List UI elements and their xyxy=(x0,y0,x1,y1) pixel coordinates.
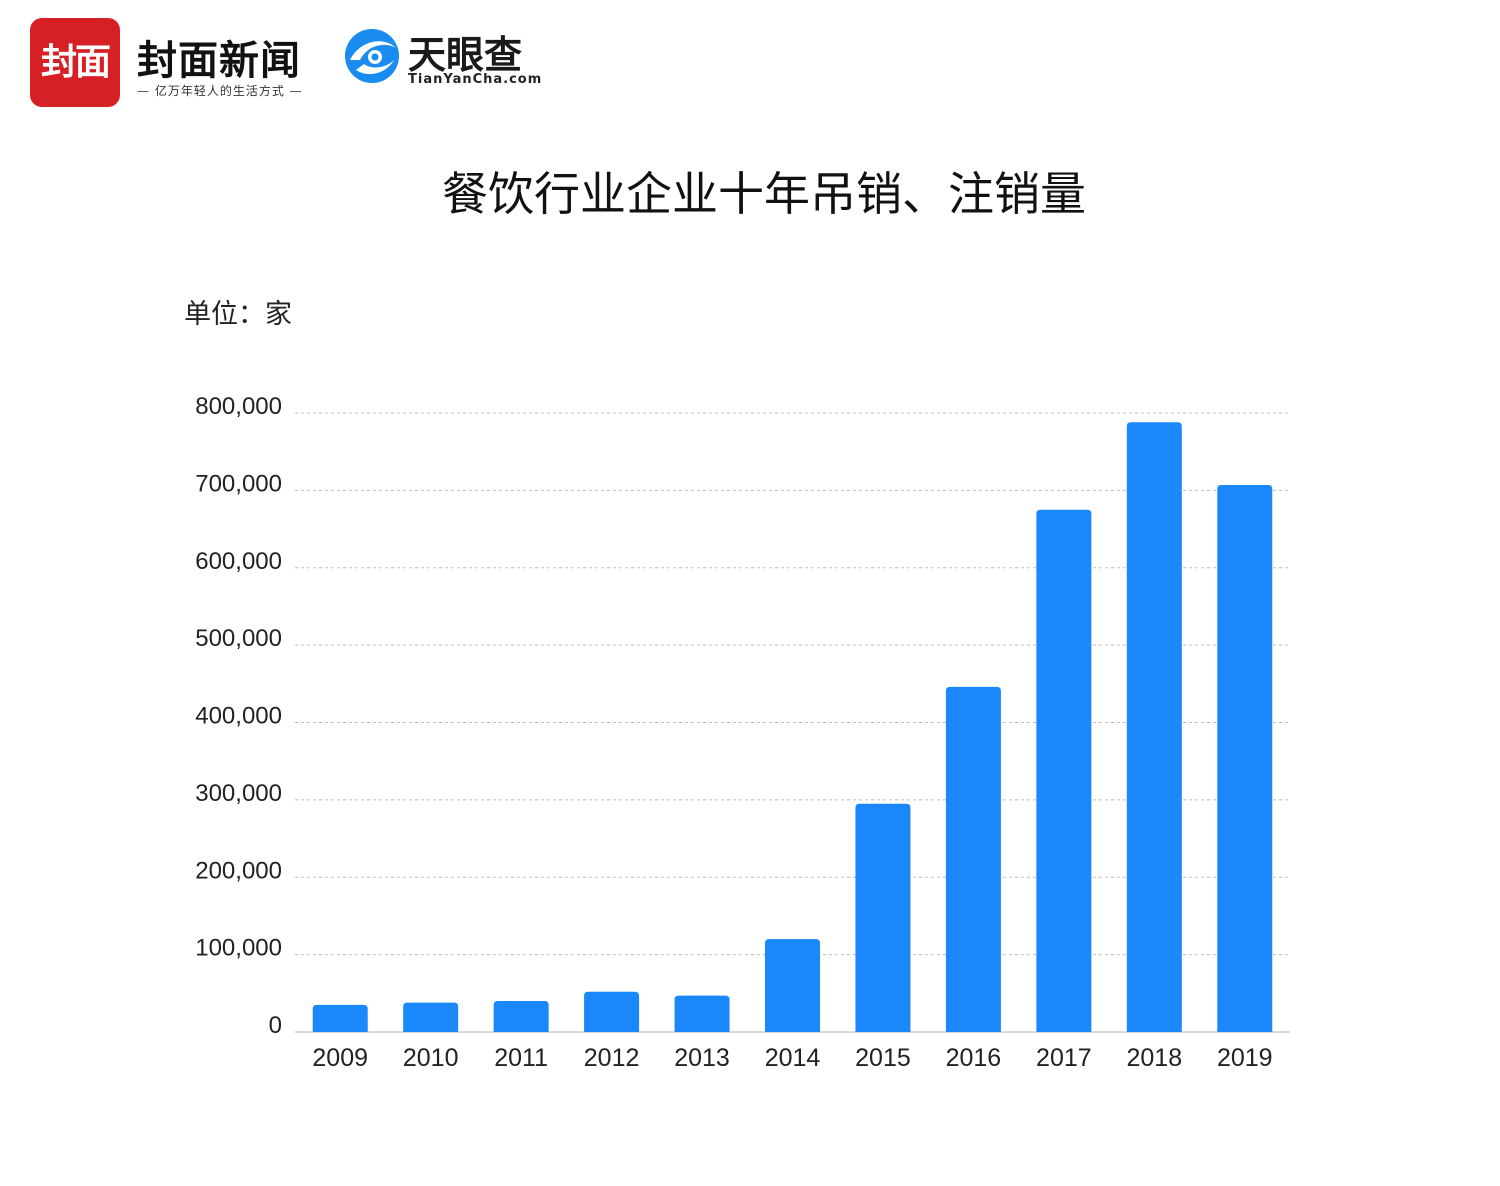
unit-label: 单位：家 xyxy=(184,299,292,330)
tianyancha-eye-icon xyxy=(345,29,399,83)
bar-2010 xyxy=(403,1002,459,1032)
bar-2009 xyxy=(312,1004,368,1032)
bar-2012 xyxy=(584,991,640,1032)
y-tick-label: 100,000 xyxy=(195,935,282,962)
bar-2017 xyxy=(1036,509,1092,1032)
y-tick-label: 700,000 xyxy=(195,470,282,497)
x-tick-label: 2017 xyxy=(1036,1044,1092,1072)
x-tick-label: 2016 xyxy=(946,1044,1002,1072)
bar-2019 xyxy=(1217,484,1273,1032)
x-tick-label: 2018 xyxy=(1127,1044,1183,1072)
bar-2016 xyxy=(945,686,1001,1032)
y-tick-label: 200,000 xyxy=(195,857,282,884)
fengmian-slogan: — 亿万年轻人的生活方式 — xyxy=(137,84,303,98)
bar-2013 xyxy=(674,995,730,1032)
y-tick-label: 800,000 xyxy=(195,393,282,420)
x-tick-label: 2010 xyxy=(403,1044,459,1072)
y-tick-label: 500,000 xyxy=(195,625,282,652)
x-tick-label: 2013 xyxy=(674,1044,730,1072)
header: 封面 封面新闻 — 亿万年轻人的生活方式 — 天眼查 TianYanCha.co… xyxy=(30,18,630,108)
y-tick-label: 600,000 xyxy=(195,548,282,575)
x-tick-label: 2012 xyxy=(584,1044,640,1072)
y-tick-label: 400,000 xyxy=(195,703,282,730)
tianyancha-name: 天眼查 xyxy=(408,33,523,77)
fengmian-logo: 封面 xyxy=(30,18,120,107)
x-tick-label: 2014 xyxy=(765,1044,821,1072)
bar-2011 xyxy=(493,1001,549,1032)
x-tick-label: 2009 xyxy=(312,1044,368,1072)
bar-2018 xyxy=(1126,422,1182,1032)
bar-2014 xyxy=(765,939,820,1032)
x-tick-label: 2011 xyxy=(494,1044,548,1072)
fengmian-name: 封面新闻 xyxy=(137,37,301,84)
y-tick-label: 0 xyxy=(269,1012,282,1039)
bar-2015 xyxy=(855,803,911,1032)
tianyancha-domain: TianYanCha.com xyxy=(408,72,543,87)
chart-title: 餐饮行业企业十年吊销、注销量 xyxy=(442,167,1086,221)
x-tick-label: 2019 xyxy=(1217,1044,1273,1072)
y-tick-label: 300,000 xyxy=(195,780,282,807)
x-tick-label: 2015 xyxy=(855,1044,911,1072)
